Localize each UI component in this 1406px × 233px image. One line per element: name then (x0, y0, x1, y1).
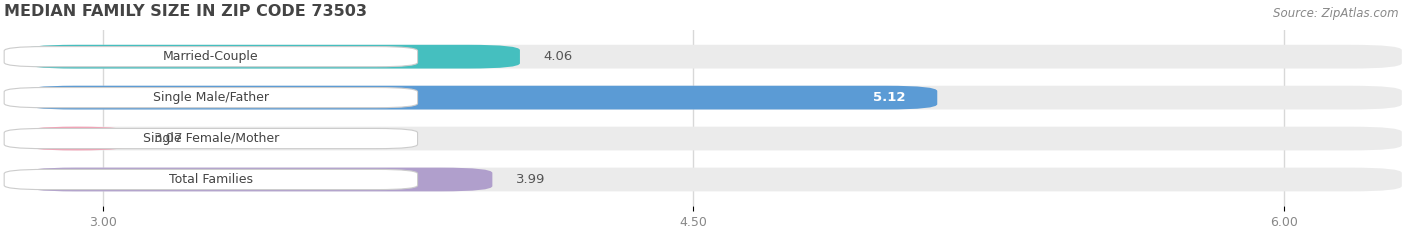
Text: 5.12: 5.12 (873, 91, 905, 104)
FancyBboxPatch shape (24, 127, 131, 151)
Text: Source: ZipAtlas.com: Source: ZipAtlas.com (1274, 7, 1399, 20)
Text: 3.99: 3.99 (516, 173, 546, 186)
FancyBboxPatch shape (24, 168, 1402, 191)
Text: Single Female/Mother: Single Female/Mother (143, 132, 278, 145)
Text: Single Male/Father: Single Male/Father (153, 91, 269, 104)
FancyBboxPatch shape (4, 88, 418, 108)
FancyBboxPatch shape (24, 45, 520, 69)
Text: Total Families: Total Families (169, 173, 253, 186)
FancyBboxPatch shape (24, 86, 1402, 110)
FancyBboxPatch shape (4, 47, 418, 67)
FancyBboxPatch shape (4, 169, 418, 190)
Text: 4.06: 4.06 (544, 50, 572, 63)
FancyBboxPatch shape (24, 45, 1402, 69)
FancyBboxPatch shape (24, 86, 938, 110)
FancyBboxPatch shape (4, 128, 418, 149)
Text: Married-Couple: Married-Couple (163, 50, 259, 63)
Text: 3.07: 3.07 (153, 132, 183, 145)
Text: MEDIAN FAMILY SIZE IN ZIP CODE 73503: MEDIAN FAMILY SIZE IN ZIP CODE 73503 (4, 4, 367, 19)
FancyBboxPatch shape (24, 168, 492, 191)
FancyBboxPatch shape (24, 127, 1402, 151)
